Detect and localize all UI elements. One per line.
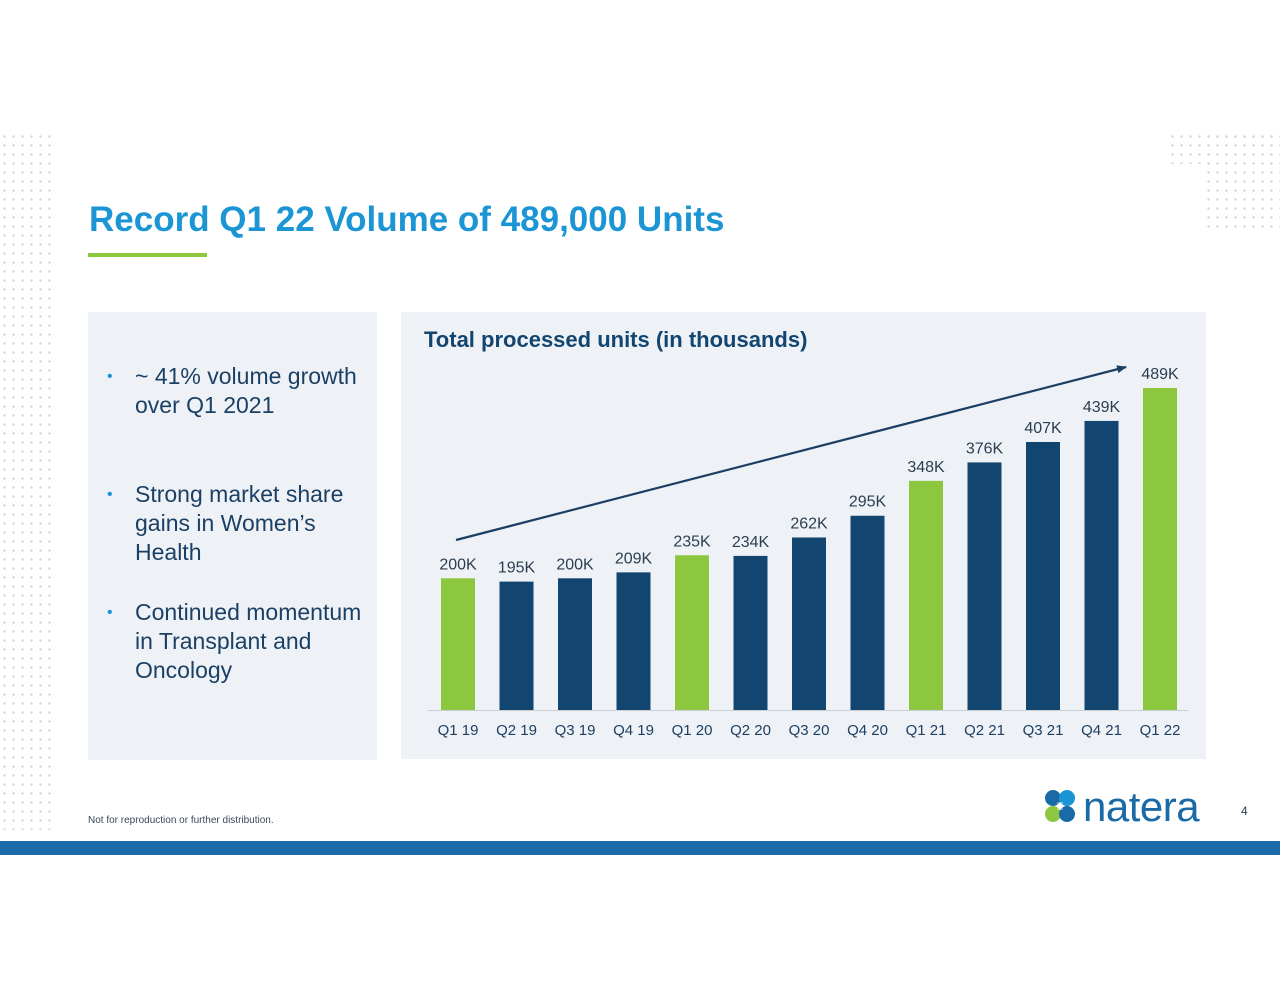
bullet-text: Continued momentum in Transplant and Onc…: [135, 599, 362, 683]
x-tick-label: Q2 19: [496, 722, 537, 739]
bar-q1-22: [1143, 388, 1177, 710]
data-label: 200K: [556, 556, 594, 573]
data-label: 376K: [966, 440, 1004, 457]
decorative-dot-pattern-left: [0, 132, 52, 830]
bar-q3-21: [1026, 441, 1060, 710]
bullet-item: • ~ 41% volume growth over Q1 2021: [107, 362, 365, 420]
data-label: 200K: [439, 556, 477, 573]
x-tick-label: Q1 19: [438, 722, 479, 739]
chart-title: Total processed units (in thousands): [424, 327, 808, 352]
bar-q1-21: [909, 480, 943, 710]
bar-q1-20: [675, 555, 709, 710]
decorative-dot-pattern-right-top: [1168, 132, 1280, 164]
bullet-item: • Continued momentum in Transplant and O…: [107, 598, 365, 685]
natera-logo: natera: [1043, 783, 1200, 830]
x-tick-label: Q2 20: [730, 722, 771, 739]
data-label: 235K: [673, 533, 711, 550]
data-label: 295K: [849, 494, 887, 511]
data-label: 348K: [907, 459, 945, 476]
title-underline: [88, 253, 207, 257]
page-number: 4: [1241, 804, 1248, 818]
x-tick-label: Q4 19: [613, 722, 654, 739]
x-tick-label: Q1 21: [906, 722, 947, 739]
bullet-text: ~ 41% volume growth over Q1 2021: [135, 363, 357, 418]
bar-q2-21: [967, 462, 1002, 710]
footer-note: Not for reproduction or further distribu…: [88, 815, 274, 826]
bullet-dot-icon: •: [107, 368, 113, 385]
bar-q4-20: [850, 515, 885, 710]
bar-q3-19: [558, 578, 592, 710]
bar-q3-20: [792, 537, 826, 710]
bar-q2-19: [499, 581, 534, 710]
x-tick-label: Q3 20: [789, 722, 830, 739]
bar-q4-21: [1084, 420, 1119, 710]
data-label: 407K: [1024, 420, 1062, 437]
bullet-dot-icon: •: [107, 486, 113, 503]
bullet-item: • Strong market share gains in Women’s H…: [107, 480, 365, 567]
bullet-dot-icon: •: [107, 604, 113, 621]
x-tick-label: Q1 22: [1140, 722, 1181, 739]
trend-arrow: [455, 365, 1127, 542]
data-label: 439K: [1083, 399, 1121, 416]
data-label: 234K: [732, 534, 770, 551]
bullet-text: Strong market share gains in Women’s Hea…: [135, 481, 344, 565]
bar-q4-19: [616, 572, 651, 710]
slide-title: Record Q1 22 Volume of 489,000 Units: [89, 200, 725, 239]
data-label: 262K: [790, 515, 828, 532]
natera-logo-icon: [1045, 790, 1075, 822]
x-tick-label: Q3 19: [555, 722, 596, 739]
bar-q1-19: [441, 578, 475, 710]
data-label: 195K: [498, 560, 536, 577]
x-tick-label: Q1 20: [672, 722, 713, 739]
logo-wordmark: natera: [1083, 783, 1200, 830]
bottom-accent-bar: [0, 841, 1280, 855]
x-tick-label: Q3 21: [1023, 722, 1064, 739]
x-tick-label: Q4 20: [847, 722, 888, 739]
x-tick-label: Q4 21: [1081, 722, 1122, 739]
bar-q2-20: [733, 555, 768, 710]
data-label: 489K: [1141, 366, 1179, 383]
bullet-panel: • ~ 41% volume growth over Q1 2021 • Str…: [88, 312, 377, 760]
x-tick-label: Q2 21: [964, 722, 1005, 739]
data-label: 209K: [615, 550, 653, 567]
